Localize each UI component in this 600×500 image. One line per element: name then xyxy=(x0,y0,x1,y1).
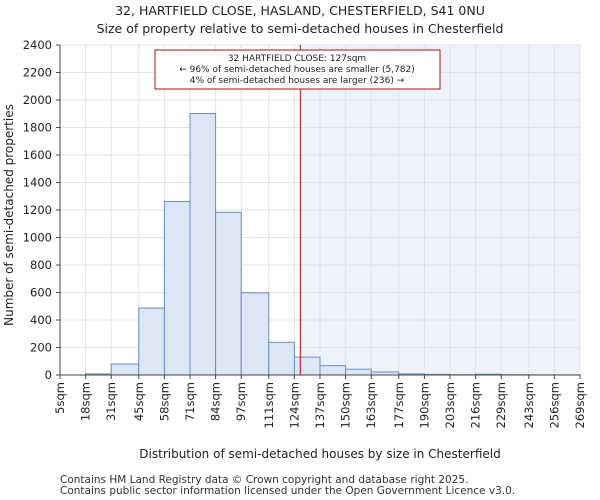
annotation-box: 32 HARTFIELD CLOSE: 127sqm ← 96% of semi… xyxy=(154,49,441,90)
x-tick-label: 31sqm xyxy=(104,382,118,421)
x-tick-label: 137sqm xyxy=(313,382,327,428)
x-tick-label: 243sqm xyxy=(522,382,536,428)
x-axis-label: Distribution of semi-detached houses by … xyxy=(139,447,500,461)
x-tick-label: 150sqm xyxy=(339,382,353,428)
chart-subtitle: Size of property relative to semi-detach… xyxy=(96,21,504,36)
histogram-bar xyxy=(189,112,217,376)
histogram-bar xyxy=(110,363,140,376)
x-tick-label: 58sqm xyxy=(157,382,171,421)
chart-title: 32, HARTFIELD CLOSE, HASLAND, CHESTERFIE… xyxy=(115,3,485,18)
histogram-bar xyxy=(319,365,347,376)
y-tick-label: 2400 xyxy=(23,38,52,52)
y-tick-label: 2200 xyxy=(23,66,52,80)
x-tick-label: 45sqm xyxy=(132,382,146,421)
x-tick-label: 84sqm xyxy=(209,382,223,421)
y-tick-label: 1400 xyxy=(23,176,52,190)
annotation-frame xyxy=(154,49,441,90)
y-axis-label: Number of semi-detached properties xyxy=(2,104,16,326)
y-tick-label: 800 xyxy=(30,258,52,272)
histogram-bar xyxy=(268,341,295,376)
x-tick-label: 203sqm xyxy=(443,382,457,428)
x-tick-label: 124sqm xyxy=(287,382,301,428)
x-tick-label: 229sqm xyxy=(494,382,508,428)
footer-copyright: Contains HM Land Registry data © Crown c… xyxy=(60,474,469,486)
x-tick-label: 111sqm xyxy=(262,382,276,428)
annotation-line-1: 32 HARTFIELD CLOSE: 127sqm xyxy=(228,54,366,64)
x-tick-label: 97sqm xyxy=(234,382,248,421)
y-tick-label: 1800 xyxy=(23,121,52,135)
histogram-bar xyxy=(345,368,372,376)
histogram-bar xyxy=(215,211,242,376)
x-tick-label: 190sqm xyxy=(417,382,431,428)
y-tick-label: 2000 xyxy=(23,93,52,107)
x-tick-label: 256sqm xyxy=(547,382,561,428)
y-tick-label: 400 xyxy=(30,313,52,327)
x-tick-label: 18sqm xyxy=(79,382,93,421)
x-tick-label: 5sqm xyxy=(53,382,67,414)
x-tick-label: 71sqm xyxy=(183,382,197,421)
y-tick-label: 600 xyxy=(30,286,52,300)
y-tick-label: 1200 xyxy=(23,203,52,217)
y-tick-label: 0 xyxy=(45,368,52,382)
annotation-line-3: 4% of semi-detached houses are larger (2… xyxy=(190,76,405,86)
histogram-bar xyxy=(163,200,191,376)
y-tick-label: 200 xyxy=(30,341,52,355)
histogram-bar xyxy=(138,307,165,376)
x-tick-label: 269sqm xyxy=(573,382,587,428)
y-tick-label: 1000 xyxy=(23,231,52,245)
histogram-bar xyxy=(293,356,321,376)
y-tick-label: 1600 xyxy=(23,148,52,162)
histogram-bar xyxy=(240,292,270,376)
footer-licence: Contains public sector information licen… xyxy=(60,485,516,497)
x-tick-label: 216sqm xyxy=(469,382,483,428)
x-tick-label: 163sqm xyxy=(364,382,378,428)
x-tick-label: 177sqm xyxy=(392,382,406,428)
annotation-line-2: ← 96% of semi-detached houses are smalle… xyxy=(179,65,415,75)
